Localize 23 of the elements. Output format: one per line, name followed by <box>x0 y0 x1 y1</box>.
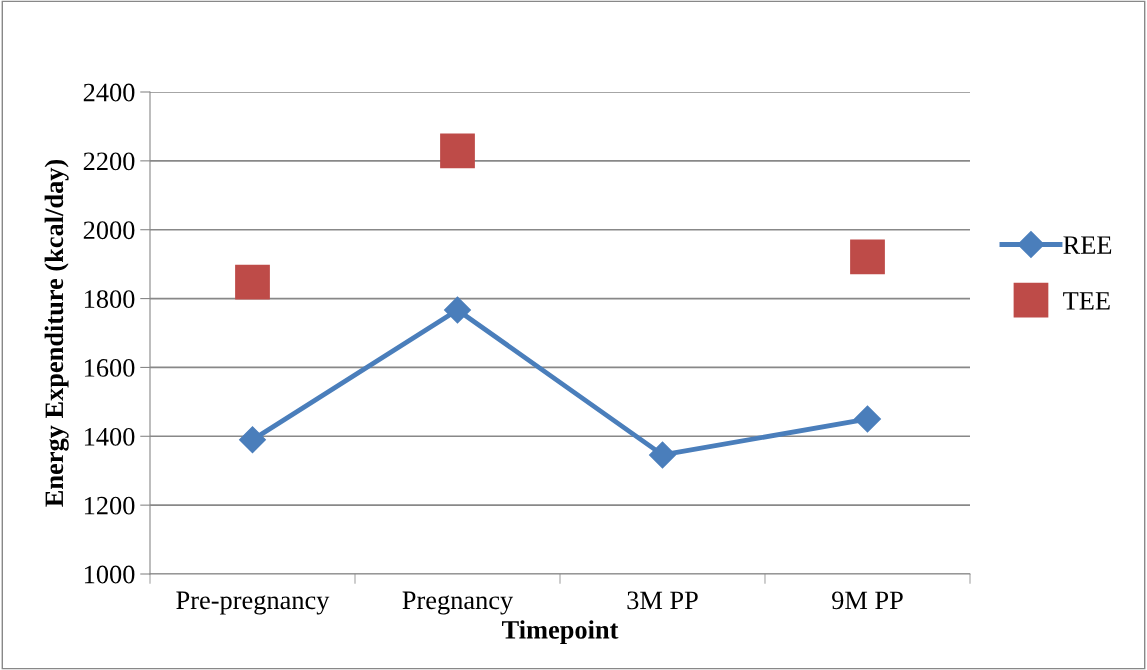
legend-label: REE <box>1063 236 1112 254</box>
point <box>235 264 270 300</box>
point <box>239 426 266 454</box>
y-tick-label: 1200 <box>84 496 135 515</box>
y-tick-label: 1000 <box>84 565 135 584</box>
y-tick-label: 1400 <box>84 427 135 446</box>
y-tick-label: 2000 <box>83 221 135 240</box>
point <box>444 296 471 324</box>
y-axis-title: Energy Expenditure (kcal/day) <box>44 159 69 507</box>
y-tick-label: 1600 <box>84 359 135 377</box>
legend-label: TEE <box>1063 292 1110 310</box>
point <box>854 405 881 433</box>
x-tick-label: 9M PP <box>832 591 903 610</box>
x-tick-label: Pre-pregnancy <box>176 591 330 615</box>
point <box>850 239 885 275</box>
x-tick-label: Pregnancy <box>402 591 514 615</box>
point <box>649 441 676 469</box>
y-tick-label: 1800 <box>84 290 135 308</box>
point <box>440 133 475 169</box>
y-tick-label: 2400 <box>83 83 135 102</box>
x-tick-label: 3M PP <box>627 591 698 610</box>
y-tick-label: 2200 <box>83 152 135 171</box>
x-axis-title: Timepoint <box>502 620 619 645</box>
